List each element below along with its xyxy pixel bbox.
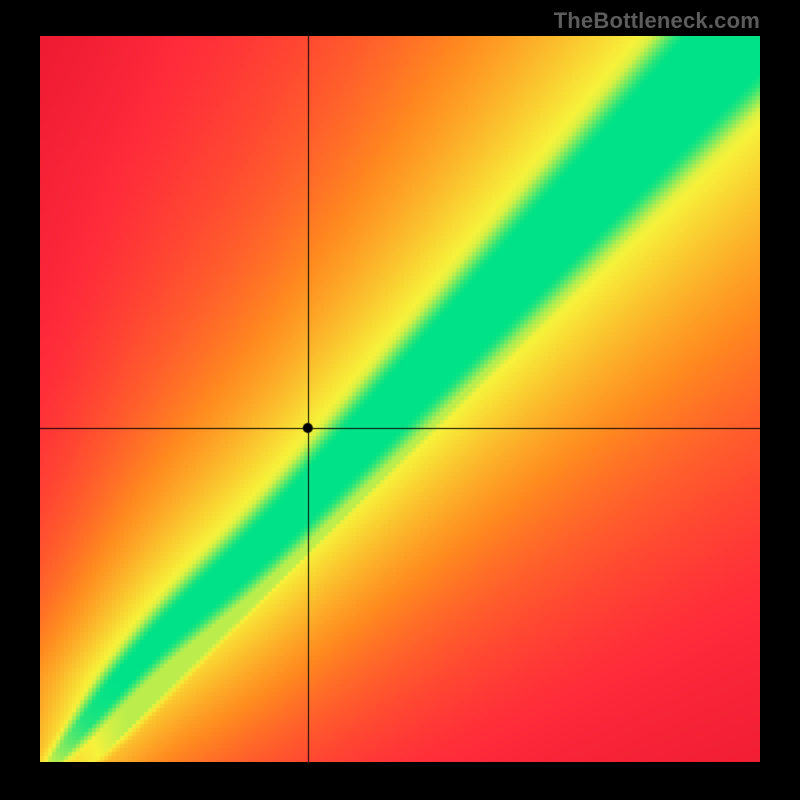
source-watermark: TheBottleneck.com: [554, 8, 760, 34]
chart-frame: TheBottleneck.com: [0, 0, 800, 800]
plot-area: [40, 36, 760, 762]
crosshair-overlay: [40, 36, 760, 762]
